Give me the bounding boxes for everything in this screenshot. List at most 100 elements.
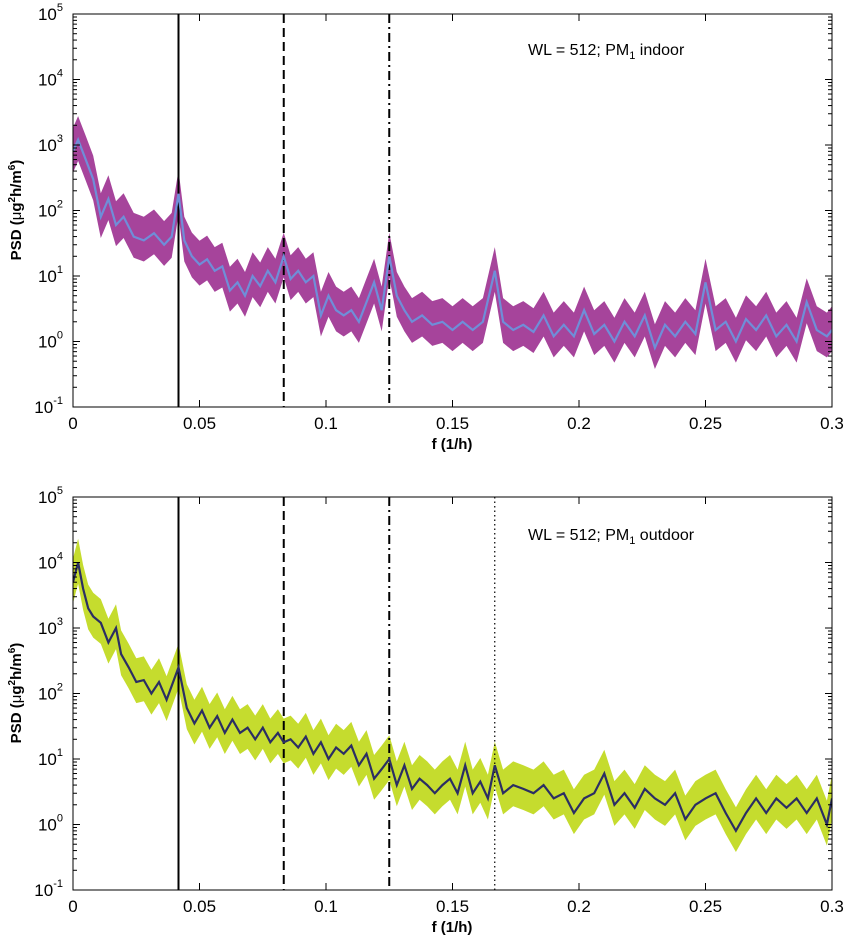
median-outdoor xyxy=(73,562,832,834)
band-outdoor xyxy=(73,538,832,852)
y-tick-exp: 5 xyxy=(57,485,63,497)
vlines-outdoor xyxy=(177,497,496,890)
y-tick-exp: 4 xyxy=(57,551,63,563)
vlines-indoor xyxy=(177,14,391,407)
y-tick-exp: 1 xyxy=(57,747,63,759)
ylabel-sup: 6 xyxy=(7,164,18,170)
y-tick-exp: 1 xyxy=(57,264,63,276)
band-indoor xyxy=(73,116,832,369)
y-tick-label: 102 xyxy=(38,682,63,704)
y-axis-label: PSD (μg2h/m6) xyxy=(7,643,25,744)
x-tick-label: 0.3 xyxy=(820,897,844,916)
median-indoor xyxy=(73,136,832,351)
confidence-band xyxy=(73,116,832,369)
ylabel-part: g xyxy=(8,202,25,211)
y-tick-base: 10 xyxy=(38,71,57,90)
median-line xyxy=(73,562,832,834)
y-tick-base: 10 xyxy=(38,750,57,769)
annotation-prefix: WL = 512; PM xyxy=(528,42,629,59)
ylabel-mu: μ xyxy=(8,212,25,221)
y-tick-label: 100 xyxy=(38,813,63,835)
y-tick-exp: -1 xyxy=(53,878,63,890)
y-tick-label: 105 xyxy=(38,485,63,507)
x-tick-label: 0 xyxy=(68,414,77,433)
xtick-labels-outdoor: 0 0.05 0.1 0.15 0.2 0.25 0.3 xyxy=(68,897,844,916)
y-tick-label: 101 xyxy=(38,264,63,286)
x-tick-label: 0.15 xyxy=(436,897,469,916)
ticks-indoor xyxy=(72,13,833,408)
x-tick-label: 0.2 xyxy=(567,414,591,433)
y-tick-base: 10 xyxy=(38,5,57,24)
y-tick-label: 101 xyxy=(38,747,63,769)
ylabel-part: ) xyxy=(8,643,25,648)
y-tick-label: 104 xyxy=(38,551,63,573)
y-tick-label: 105 xyxy=(38,2,63,24)
y-tick-exp: -1 xyxy=(53,395,63,407)
y-tick-exp: 4 xyxy=(57,68,63,80)
ylabel-part: PSD ( xyxy=(8,703,25,743)
annotation-indoor: WL = 512; PM1 indoor xyxy=(528,42,685,62)
x-tick-label: 0.05 xyxy=(183,414,216,433)
x-tick-label: 0.1 xyxy=(314,414,338,433)
y-axis-label: PSD (μg2h/m6) xyxy=(7,160,25,261)
y-tick-label: 103 xyxy=(38,133,63,155)
x-tick-label: 0.05 xyxy=(183,897,216,916)
y-tick-label: 100 xyxy=(38,330,63,352)
y-tick-label: 103 xyxy=(38,616,63,638)
y-tick-label: 10-1 xyxy=(34,878,63,900)
y-tick-exp: 2 xyxy=(57,199,63,211)
y-tick-base: 10 xyxy=(38,202,57,221)
y-tick-base: 10 xyxy=(38,685,57,704)
y-tick-base: 10 xyxy=(38,816,57,835)
annotation-prefix: WL = 512; PM xyxy=(528,527,629,544)
y-tick-base: 10 xyxy=(34,881,53,900)
y-tick-exp: 0 xyxy=(57,330,63,342)
y-tick-base: 10 xyxy=(38,554,57,573)
annotation-suffix: indoor xyxy=(635,42,685,59)
median-line xyxy=(73,136,832,351)
ylabel-part: PSD ( xyxy=(8,220,25,260)
x-tick-label: 0.25 xyxy=(689,897,722,916)
annotation-suffix: outdoor xyxy=(635,527,694,544)
y-tick-exp: 3 xyxy=(57,133,63,145)
annotation-sub: 1 xyxy=(629,535,635,547)
x-axis-label: f (1/h) xyxy=(432,436,473,453)
ticks-outdoor xyxy=(72,496,833,891)
x-tick-label: 0.3 xyxy=(820,414,844,433)
y-tick-exp: 2 xyxy=(57,682,63,694)
ylabel-sup: 6 xyxy=(7,647,18,653)
ylabel-part: h/m xyxy=(8,170,25,197)
y-tick-exp: 5 xyxy=(57,2,63,14)
ylabel-sup: 2 xyxy=(7,679,18,685)
x-tick-label: 0.25 xyxy=(689,414,722,433)
x-axis-label: f (1/h) xyxy=(432,919,473,936)
y-tick-base: 10 xyxy=(38,136,57,155)
ylabel-part: g xyxy=(8,685,25,694)
x-tick-label: 0.15 xyxy=(436,414,469,433)
y-tick-label: 104 xyxy=(38,68,63,90)
annotation-outdoor: WL = 512; PM1 outdoor xyxy=(528,527,695,547)
confidence-band xyxy=(73,538,832,852)
y-tick-base: 10 xyxy=(38,488,57,507)
ylabel-sup: 2 xyxy=(7,196,18,202)
y-tick-base: 10 xyxy=(38,267,57,286)
annotation-sub: 1 xyxy=(629,50,635,62)
y-tick-exp: 3 xyxy=(57,616,63,628)
y-tick-label: 102 xyxy=(38,199,63,221)
ylabel-part: ) xyxy=(8,160,25,165)
x-tick-label: 0.1 xyxy=(314,897,338,916)
xtick-labels-indoor: 0 0.05 0.1 0.15 0.2 0.25 0.3 xyxy=(68,414,844,433)
ylabel-part: h/m xyxy=(8,653,25,680)
y-tick-exp: 0 xyxy=(57,813,63,825)
x-tick-label: 0.2 xyxy=(567,897,591,916)
x-tick-label: 0 xyxy=(68,897,77,916)
y-tick-label: 10-1 xyxy=(34,395,63,417)
y-tick-base: 10 xyxy=(38,619,57,638)
y-tick-base: 10 xyxy=(38,333,57,352)
ylabel-mu: μ xyxy=(8,695,25,704)
